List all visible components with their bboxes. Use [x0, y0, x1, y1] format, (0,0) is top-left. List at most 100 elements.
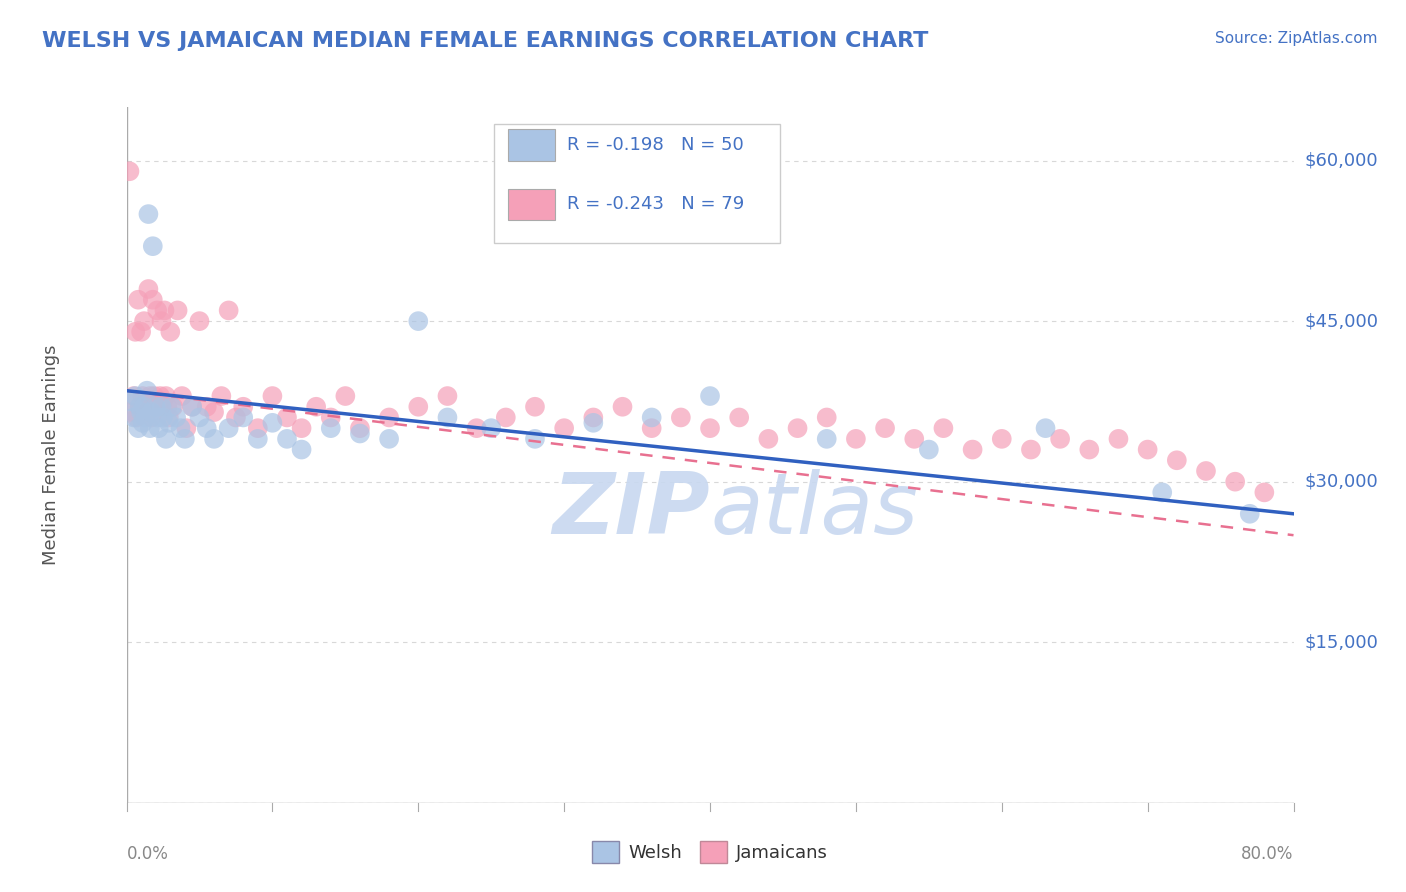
- Point: [349, 426, 371, 441]
- Text: 0.0%: 0.0%: [127, 845, 169, 863]
- Point: [131, 416, 153, 430]
- Point: [1108, 432, 1130, 446]
- Point: [170, 389, 193, 403]
- Point: [150, 314, 173, 328]
- Legend: Welsh, Jamaicans: Welsh, Jamaicans: [592, 841, 828, 863]
- Point: [349, 421, 371, 435]
- Point: [524, 400, 547, 414]
- Point: [128, 400, 150, 414]
- Point: [1035, 421, 1057, 435]
- Point: [582, 416, 605, 430]
- Point: [669, 410, 692, 425]
- Point: [145, 400, 167, 414]
- Point: [276, 432, 298, 446]
- Point: [290, 421, 312, 435]
- Point: [121, 405, 143, 419]
- Text: $15,000: $15,000: [1305, 633, 1378, 651]
- Text: ZIP: ZIP: [553, 469, 710, 552]
- Point: [124, 325, 146, 339]
- Point: [218, 303, 240, 318]
- Text: Source: ZipAtlas.com: Source: ZipAtlas.com: [1215, 31, 1378, 46]
- Point: [1136, 442, 1159, 457]
- Point: [1239, 507, 1261, 521]
- Point: [582, 410, 605, 425]
- Point: [141, 405, 163, 419]
- Point: [209, 389, 232, 403]
- Bar: [508, 129, 555, 161]
- Point: [202, 432, 225, 446]
- Point: [122, 389, 145, 403]
- Point: [1223, 475, 1247, 489]
- Point: [157, 410, 180, 425]
- Point: [990, 432, 1012, 446]
- Point: [378, 410, 401, 425]
- Point: [176, 421, 198, 435]
- Point: [160, 400, 183, 414]
- Point: [553, 421, 575, 435]
- Bar: [494, 124, 780, 243]
- Point: [495, 410, 517, 425]
- Point: [174, 432, 197, 446]
- Point: [152, 410, 174, 425]
- Point: [1078, 442, 1101, 457]
- Point: [148, 421, 170, 435]
- Point: [188, 410, 211, 425]
- Point: [136, 384, 159, 398]
- Point: [142, 293, 165, 307]
- Point: [1253, 485, 1275, 500]
- Point: [232, 400, 254, 414]
- Point: [139, 389, 162, 403]
- Point: [699, 421, 721, 435]
- Point: [218, 421, 240, 435]
- Point: [1049, 432, 1071, 446]
- Point: [479, 421, 502, 435]
- Point: [150, 400, 173, 414]
- Point: [756, 432, 779, 446]
- Point: [120, 394, 142, 409]
- Point: [134, 400, 156, 414]
- Point: [246, 432, 269, 446]
- Point: [932, 421, 955, 435]
- Point: [152, 394, 174, 409]
- Point: [232, 410, 254, 425]
- Point: [142, 239, 165, 253]
- Point: [276, 410, 298, 425]
- Point: [436, 410, 458, 425]
- Point: [903, 432, 925, 446]
- Point: [290, 442, 312, 457]
- Point: [1019, 442, 1042, 457]
- Point: [124, 389, 146, 403]
- Point: [408, 314, 430, 328]
- Point: [143, 389, 166, 403]
- Point: [145, 400, 167, 414]
- Point: [918, 442, 941, 457]
- Point: [181, 400, 204, 414]
- Point: [127, 293, 149, 307]
- Point: [246, 421, 269, 435]
- Point: [155, 389, 177, 403]
- Point: [129, 325, 152, 339]
- Point: [139, 421, 162, 435]
- Point: [1195, 464, 1218, 478]
- Point: [118, 164, 141, 178]
- Point: [815, 410, 838, 425]
- Point: [188, 314, 211, 328]
- Point: [436, 389, 458, 403]
- Point: [129, 405, 152, 419]
- Point: [162, 400, 184, 414]
- Point: [132, 314, 155, 328]
- Point: [319, 421, 342, 435]
- Point: [728, 410, 751, 425]
- Text: $30,000: $30,000: [1305, 473, 1378, 491]
- Point: [815, 432, 838, 446]
- Point: [127, 421, 149, 435]
- Point: [641, 421, 664, 435]
- Point: [465, 421, 488, 435]
- Point: [166, 303, 188, 318]
- Point: [202, 405, 225, 419]
- Point: [612, 400, 634, 414]
- Point: [1152, 485, 1174, 500]
- Text: $60,000: $60,000: [1305, 152, 1378, 169]
- Point: [132, 400, 155, 414]
- Point: [319, 410, 342, 425]
